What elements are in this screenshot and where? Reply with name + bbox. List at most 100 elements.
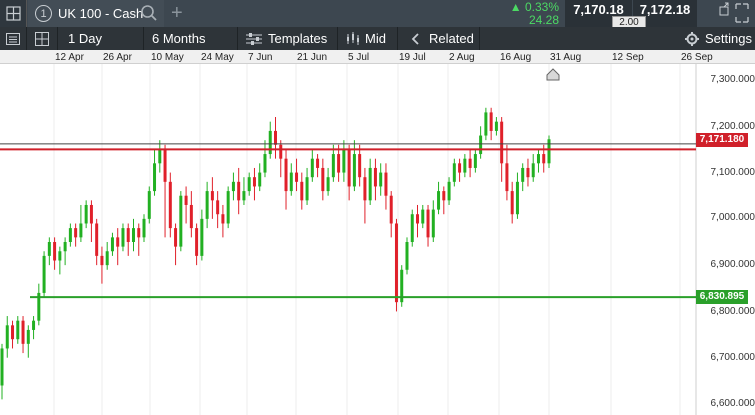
candle-body xyxy=(163,149,167,182)
candle-body xyxy=(442,191,446,201)
layout-grid-icon xyxy=(35,31,49,46)
layout-button[interactable] xyxy=(27,27,58,50)
date-label: 2 Aug xyxy=(449,52,475,63)
candle-body xyxy=(216,200,220,215)
candle-body xyxy=(510,191,514,215)
candle-body xyxy=(458,163,462,173)
buy-price-button[interactable]: 7,172.18 xyxy=(633,0,697,27)
date-label: 31 Aug xyxy=(550,52,582,63)
candle-body xyxy=(195,228,199,256)
current-date-marker[interactable] xyxy=(546,68,560,81)
date-label: 10 May xyxy=(151,52,184,63)
candle-body xyxy=(494,121,498,131)
candle-body xyxy=(500,121,504,164)
candle-body xyxy=(426,209,430,238)
candle-body xyxy=(295,172,299,182)
tab-number-badge: 1 xyxy=(35,5,52,22)
candle-body xyxy=(147,191,151,219)
candle-body xyxy=(410,214,414,242)
candlestick-icon xyxy=(347,32,359,45)
chart-grid xyxy=(53,64,697,415)
price-type-label: Mid xyxy=(365,31,386,46)
candle-body xyxy=(473,154,477,168)
candle-body xyxy=(226,191,230,224)
candle-body xyxy=(37,292,41,321)
candle-body xyxy=(531,163,535,178)
candle-body xyxy=(547,139,551,164)
current-price-label: 7,171.180 xyxy=(696,132,748,147)
range-label: 6 Months xyxy=(152,31,206,46)
gear-icon xyxy=(685,31,699,46)
candle-body xyxy=(184,195,188,205)
candle-body xyxy=(26,329,30,344)
candle-body xyxy=(116,237,120,247)
candle-body xyxy=(32,320,36,330)
candle-body xyxy=(515,181,519,215)
candle-body xyxy=(200,218,204,256)
price-tick: 7,200.000 xyxy=(710,121,755,132)
list-icon xyxy=(6,32,20,45)
date-label: 12 Apr xyxy=(55,52,84,63)
date-label: 26 Sep xyxy=(681,52,713,63)
price-tick: 7,000.000 xyxy=(710,212,755,223)
candle-body xyxy=(358,154,362,178)
instrument-tab[interactable]: 1 UK 100 - Cash xyxy=(28,0,164,27)
price-chart[interactable]: 7,300.000 7,200.000 7,100.000 7,000.000 … xyxy=(0,64,755,415)
date-label: 21 Jun xyxy=(297,52,328,63)
date-label: 12 Sep xyxy=(612,52,644,63)
range-select[interactable]: 6 Months xyxy=(144,27,238,50)
candle-body xyxy=(100,255,104,266)
candle-body xyxy=(221,214,225,224)
candle-body xyxy=(342,149,346,173)
interval-select[interactable]: 1 Day xyxy=(58,27,144,50)
candles-group xyxy=(0,107,551,400)
templates-button[interactable]: Templates xyxy=(238,27,338,50)
candle-body xyxy=(363,177,367,201)
candle-body xyxy=(431,209,435,238)
candle-body xyxy=(331,154,335,178)
settings-button[interactable]: Settings xyxy=(675,27,755,50)
candle-body xyxy=(47,242,51,256)
candle-body xyxy=(258,172,262,187)
candle-body xyxy=(505,163,509,192)
list-view-button[interactable] xyxy=(0,27,27,50)
candle-body xyxy=(174,228,178,247)
candle-body xyxy=(468,158,472,168)
candle-body xyxy=(352,154,356,187)
related-button[interactable]: Related xyxy=(398,27,480,50)
price-tick: 6,800.000 xyxy=(710,306,755,317)
candle-body xyxy=(237,181,241,201)
candle-body xyxy=(121,228,125,247)
candle-body xyxy=(437,191,441,210)
top-bar: 1 UK 100 - Cash + ▲ 0.33% 24.28 7,170.18… xyxy=(0,0,755,28)
popout-icon[interactable] xyxy=(719,2,729,16)
add-tab-icon[interactable]: + xyxy=(171,2,183,24)
candle-body xyxy=(158,149,162,164)
candle-body xyxy=(16,320,20,340)
chart-toolbar: 1 Day 6 Months Templates Mid xyxy=(0,27,755,50)
candle-body xyxy=(310,158,314,178)
chart-canvas[interactable] xyxy=(0,64,755,415)
candle-body xyxy=(189,204,193,229)
candle-body xyxy=(305,177,309,201)
candle-body xyxy=(137,228,141,238)
support-price-label: 6,830.895 xyxy=(696,290,748,305)
related-label: Related xyxy=(429,31,474,46)
candle-body xyxy=(131,228,135,242)
date-label: 5 Jul xyxy=(348,52,370,63)
candle-body xyxy=(79,223,83,238)
candle-body xyxy=(373,167,377,187)
expand-icon[interactable] xyxy=(735,3,749,23)
candle-body xyxy=(110,237,114,252)
search-icon[interactable] xyxy=(140,4,158,22)
candle-body xyxy=(316,158,320,168)
chevron-left-icon xyxy=(411,32,419,45)
price-type-select[interactable]: Mid xyxy=(338,27,398,50)
menu-grid-button[interactable] xyxy=(0,0,27,27)
candle-body xyxy=(0,348,4,386)
candle-body xyxy=(231,181,235,192)
candle-body xyxy=(58,251,62,261)
instrument-name: UK 100 - Cash xyxy=(58,6,144,21)
candle-body xyxy=(105,251,109,266)
change-percent: ▲ 0.33% xyxy=(509,0,559,14)
